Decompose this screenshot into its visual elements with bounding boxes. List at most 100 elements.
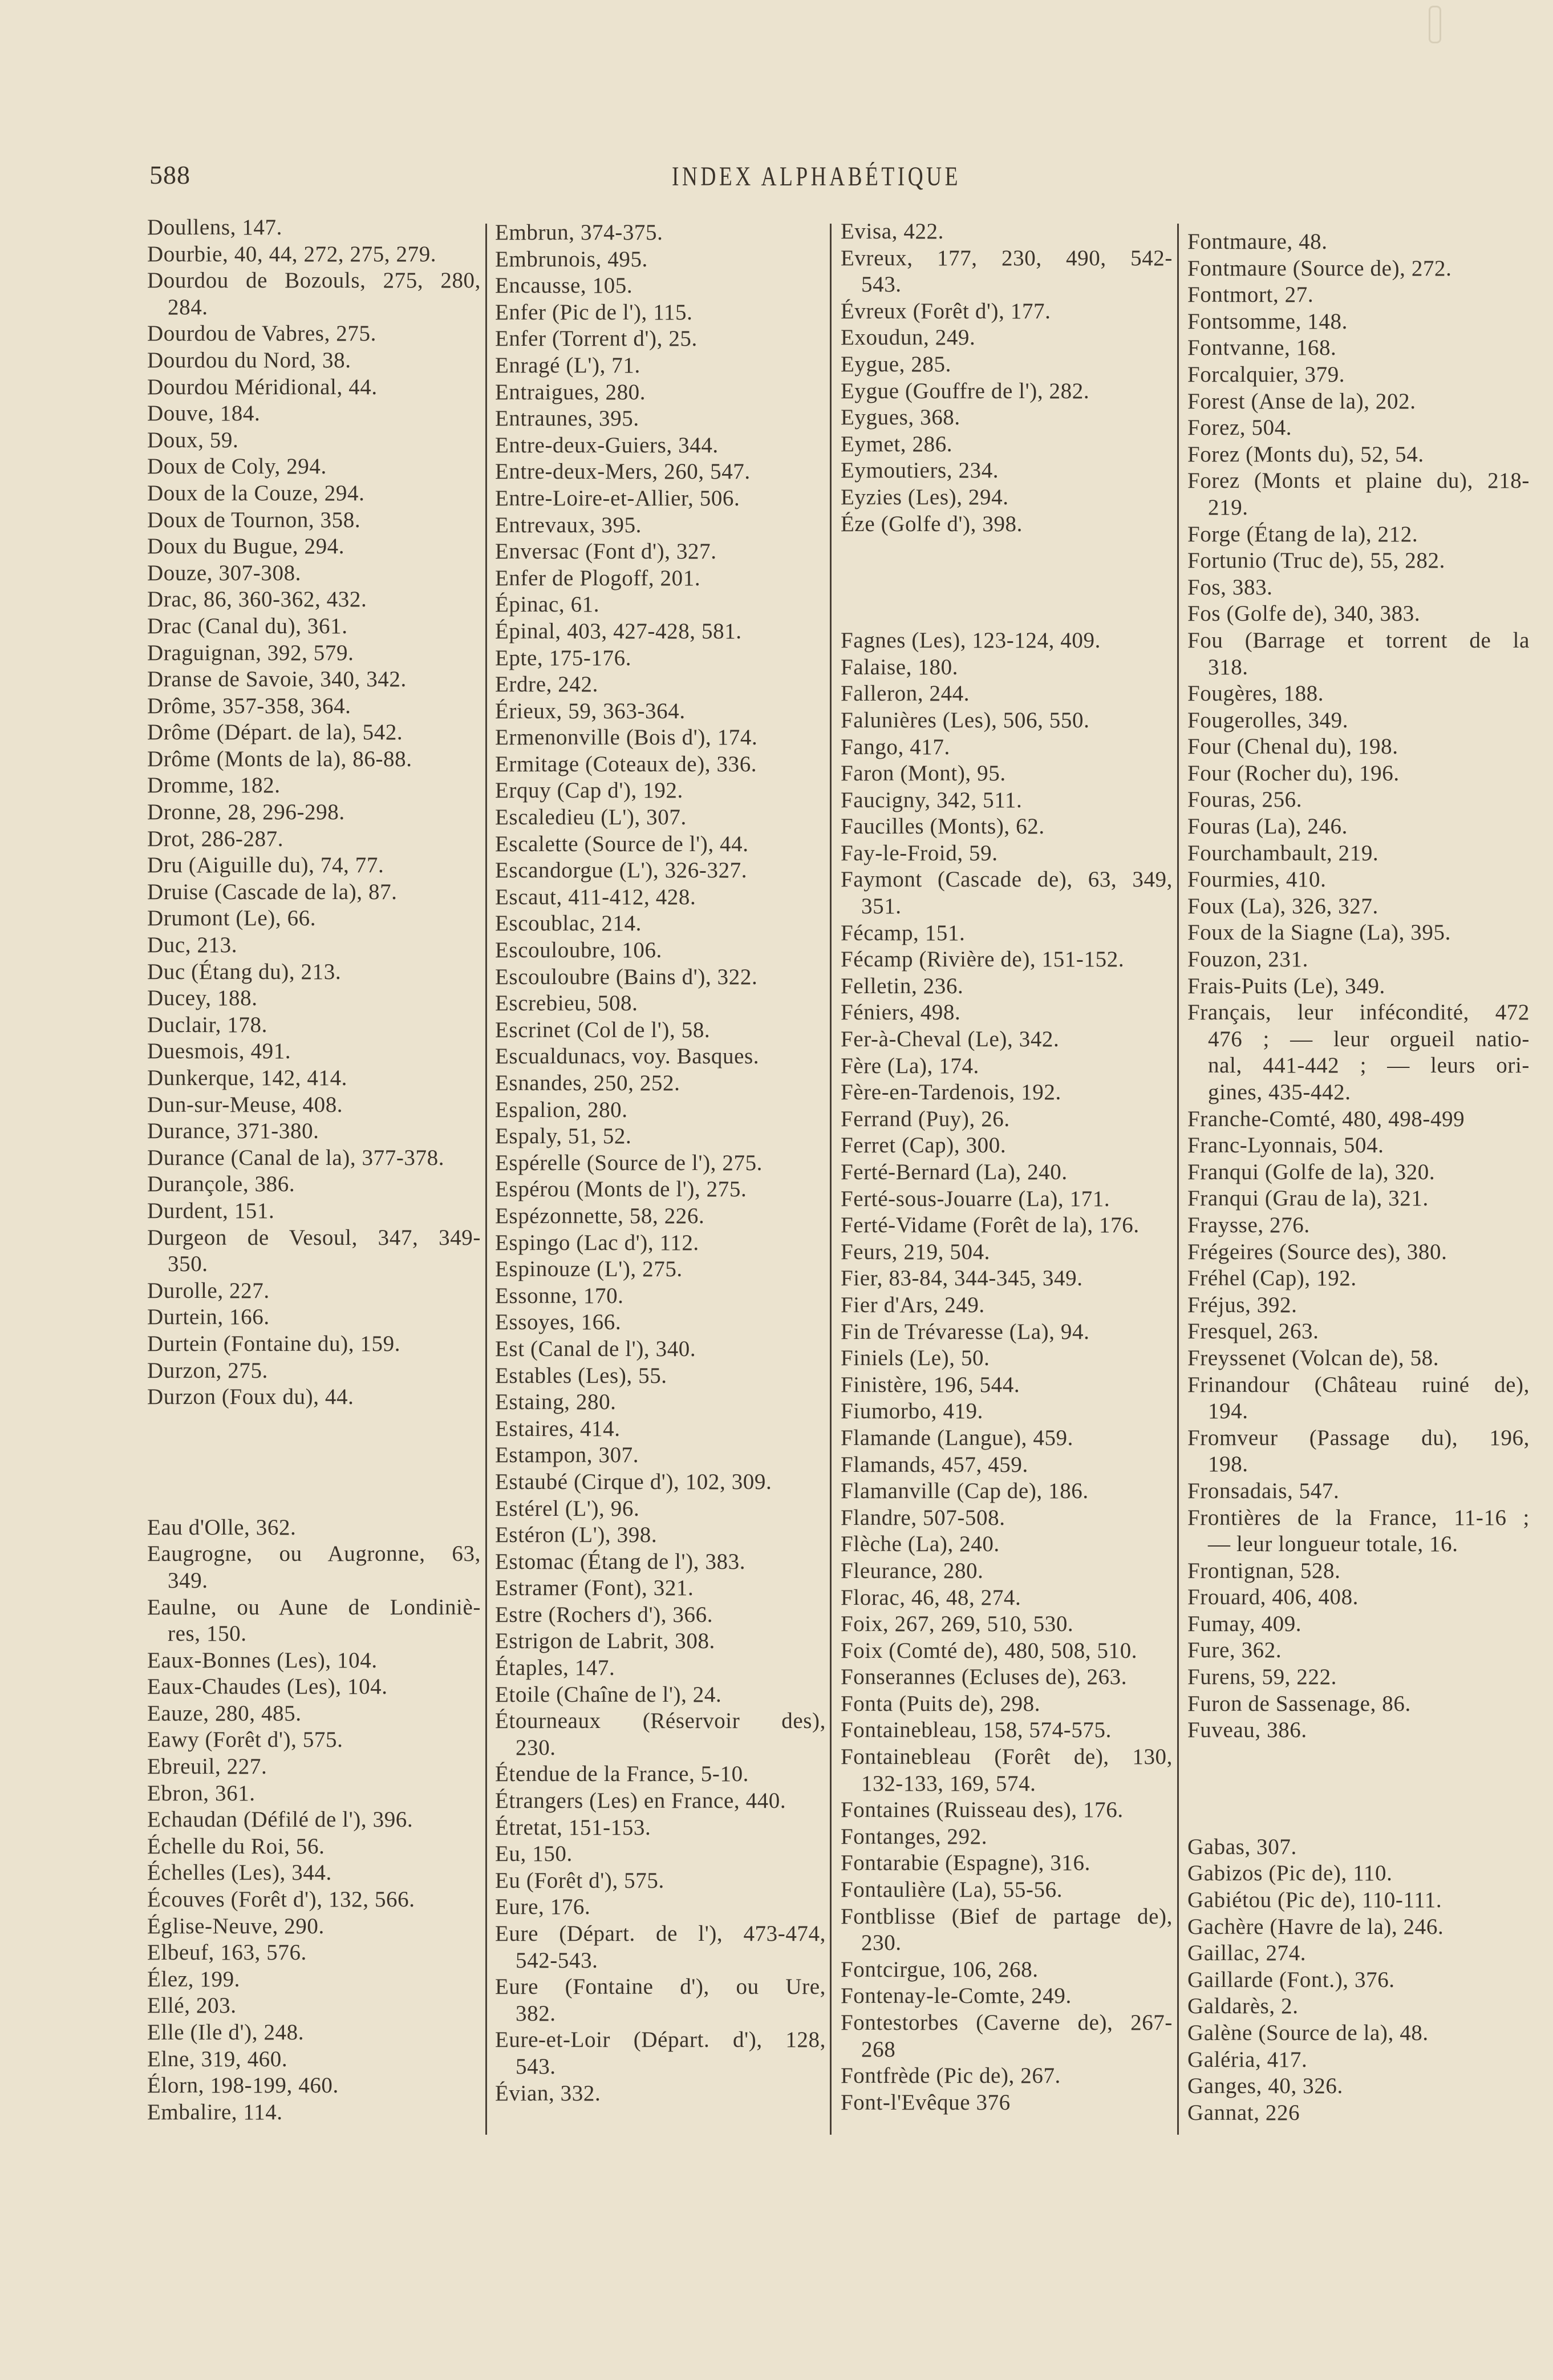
index-entry: Franqui (Grau de la), 321.	[1187, 1185, 1530, 1212]
index-entry-text: Fourmies, 410.	[1187, 867, 1327, 892]
index-entry: Durzon (Foux du), 44.	[147, 1384, 481, 1411]
index-entry: Drot, 286-287.	[147, 826, 481, 853]
index-column-2: Embrun, 374-375. Embrunois, 495. Encausse,…	[495, 220, 826, 2107]
index-entry-text: Gachère (Havre de la), 246.	[1187, 1914, 1444, 1939]
index-entry: Fontainebleau, 158, 574-575.	[841, 1717, 1173, 1744]
index-entry-text: Étourneaux (Réservoir des),	[495, 1709, 826, 1734]
index-entry: Estéron (L'), 398.	[495, 1522, 826, 1549]
index-entry-continuation: 219.	[1208, 495, 1248, 520]
index-entry-text: Franqui (Grau de la), 321.	[1187, 1186, 1429, 1211]
index-entry: Espalion, 280.	[495, 1097, 826, 1124]
index-entry: Estables (Les), 55.	[495, 1363, 826, 1390]
index-entry: Drumont (Le), 66.	[147, 905, 481, 932]
index-entry: Fromveur (Passage du), 196, 198.	[1187, 1425, 1530, 1478]
index-entry: Eawy (Forêt d'), 575.	[147, 1727, 481, 1754]
running-title: INDEX ALPHABÉTIQUE	[672, 161, 961, 192]
index-entry: Eu, 150.	[495, 1841, 826, 1868]
index-entry-text: Fréjus, 392.	[1187, 1292, 1297, 1317]
index-entry-text: Ferrand (Puy), 26.	[841, 1106, 1010, 1131]
index-entry: Fontblisse (Bief de partage de), 230.	[841, 1904, 1173, 1957]
index-entry-text: Fontaines (Ruisseau des), 176.	[841, 1798, 1124, 1823]
index-entry-text: Entraunes, 395.	[495, 406, 639, 431]
index-entry-text: Fleurance, 280.	[841, 1558, 984, 1583]
index-entry-text: Ebreuil, 227.	[147, 1754, 267, 1779]
index-entry: Faucigny, 342, 511.	[841, 787, 1173, 814]
index-entry: Gabiétou (Pic de), 110-111.	[1187, 1887, 1530, 1914]
index-entry: Dourdou de Vabres, 275.	[147, 321, 481, 347]
index-entry: Dranse de Savoie, 340, 342.	[147, 666, 481, 693]
index-entry: Epte, 175-176.	[495, 645, 826, 672]
index-entry-text: Duc (Étang du), 213.	[147, 959, 342, 984]
index-entry: Eauze, 280, 485.	[147, 1701, 481, 1727]
index-entry-text: Fougères, 188.	[1187, 681, 1324, 706]
index-entry: Faymont (Cascade de), 63, 349, 351.	[841, 867, 1173, 920]
index-entry: Eygues, 368.	[841, 404, 1173, 431]
index-entry: Durolle, 227.	[147, 1278, 481, 1305]
index-entry: Etoile (Chaîne de l'), 24.	[495, 1682, 826, 1709]
index-entry: Durgeon de Vesoul, 347, 349- 350.	[147, 1225, 481, 1278]
index-entry: Fier, 83-84, 344-345, 349.	[841, 1265, 1173, 1292]
index-entry-text: Ferté-sous-Jouarre (La), 171.	[841, 1186, 1110, 1211]
index-entry: Ferret (Cap), 300.	[841, 1132, 1173, 1159]
index-entry: Frontignan, 528.	[1187, 1558, 1530, 1585]
index-entry: Durance (Canal de la), 377-378.	[147, 1145, 481, 1172]
index-entry: Féniers, 498.	[841, 999, 1173, 1026]
index-entry: Esnandes, 250, 252.	[495, 1070, 826, 1097]
index-entry-text: Estaires, 414.	[495, 1416, 621, 1441]
index-entry-text: Faymont (Cascade de), 63, 349,	[841, 867, 1173, 892]
index-entry-text: Freyssenet (Volcan de), 58.	[1187, 1345, 1440, 1370]
index-entry-text: Fin de Trévaresse (La), 94.	[841, 1319, 1090, 1344]
index-entry-text: Eygue (Gouffre de l'), 282.	[841, 378, 1090, 403]
index-entry-text: Échelle du Roi, 56.	[147, 1833, 325, 1859]
index-entry: Ferté-Bernard (La), 240.	[841, 1159, 1173, 1186]
index-entry: Estre (Rochers d'), 366.	[495, 1602, 826, 1629]
index-entry: Ferrand (Puy), 26.	[841, 1106, 1173, 1133]
index-entry: Espérou (Monts de l'), 275.	[495, 1176, 826, 1203]
index-entry-text: Gabiétou (Pic de), 110-111.	[1187, 1888, 1442, 1913]
index-entry: Enfer de Plogoff, 201.	[495, 565, 826, 592]
index-entry: Doux du Bugue, 294.	[147, 533, 481, 560]
index-entry: Fleurance, 280.	[841, 1558, 1173, 1585]
index-entry: Escandorgue (L'), 326-327.	[495, 857, 826, 884]
index-entry-text: Entre-deux-Guiers, 344.	[495, 432, 719, 458]
index-entry: Florac, 46, 48, 274.	[841, 1585, 1173, 1612]
index-entry-continuation: 476 ; — leur orgueil natio-	[1208, 1026, 1530, 1051]
index-entry-text: Frégeires (Source des), 380.	[1187, 1239, 1447, 1264]
index-entry: Fère-en-Tardenois, 192.	[841, 1079, 1173, 1106]
index-entry-text: Fréhel (Cap), 192.	[1187, 1266, 1357, 1291]
index-entry-text: Flamanville (Cap de), 186.	[841, 1479, 1089, 1504]
index-entry: Enfer (Torrent d'), 25.	[495, 326, 826, 353]
index-entry: Estaing, 280.	[495, 1389, 826, 1416]
index-entry: Erdre, 242.	[495, 671, 826, 698]
index-entry: Fontcirgue, 106, 268.	[841, 1957, 1173, 1984]
index-entry-text: Estre (Rochers d'), 366.	[495, 1602, 713, 1627]
index-entry: Faucilles (Monts), 62.	[841, 813, 1173, 840]
index-entry: Escouloubre, 106.	[495, 937, 826, 964]
index-entry: Fou (Barrage et torrent de la 318.	[1187, 628, 1530, 681]
index-entry: Embalire, 114.	[147, 2099, 481, 2126]
index-entry-text: Escandorgue (L'), 326-327.	[495, 858, 748, 883]
index-entry-text: Fouras (La), 246.	[1187, 814, 1348, 839]
index-entry-text: Eure (Départ. de l'), 473-474,	[495, 1921, 826, 1946]
index-entry: Eau d'Olle, 362.	[147, 1515, 481, 1541]
index-entry: Espérelle (Source de l'), 275.	[495, 1150, 826, 1177]
index-entry-text: Forcalquier, 379.	[1187, 362, 1345, 387]
letter-section: Evisa, 422. Evreux, 177, 230, 490, 542- 54…	[841, 218, 1173, 537]
index-entry-text: Escrebieu, 508.	[495, 991, 638, 1016]
index-entry-text: Durgeon de Vesoul, 347, 349-	[147, 1225, 481, 1250]
index-entry-text: Eure-et-Loir (Départ. d'), 128,	[495, 2027, 826, 2053]
index-entry: Galdarès, 2.	[1187, 1993, 1530, 2020]
index-entry-continuation: 351.	[861, 894, 902, 919]
index-entry: Escaledieu (L'), 307.	[495, 804, 826, 831]
index-entry-text: Essonne, 170.	[495, 1283, 624, 1308]
index-entry-text: Fourchambault, 219.	[1187, 840, 1379, 865]
index-entry: Fontmaure (Source de), 272.	[1187, 256, 1530, 282]
index-entry-text: Feurs, 219, 504.	[841, 1239, 991, 1264]
index-entry: Fourmies, 410.	[1187, 867, 1530, 893]
index-entry: Eymet, 286.	[841, 431, 1173, 458]
index-entry: Fos (Golfe de), 340, 383.	[1187, 601, 1530, 628]
index-entry: Flamande (Langue), 459.	[841, 1425, 1173, 1452]
index-entry: Dunkerque, 142, 414.	[147, 1065, 481, 1092]
index-entry: Escaut, 411-412, 428.	[495, 884, 826, 911]
index-entry-text: Fonta (Puits de), 298.	[841, 1691, 1041, 1716]
